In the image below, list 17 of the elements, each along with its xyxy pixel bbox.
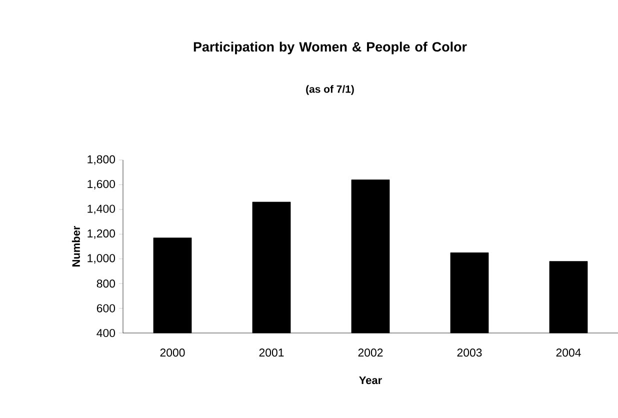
y-tick-label: 800 [96,280,116,288]
x-tick-label: 2003 [457,348,482,357]
y-tick-label: 1,600 [88,180,116,190]
y-tick-label: 400 [96,328,116,338]
y-tick-label: 1,000 [88,254,116,264]
y-tick-label: 600 [96,304,116,312]
x-tick-label: 2001 [259,348,284,357]
x-tick-label: 2002 [358,348,383,357]
x-tick-label: 2004 [556,348,581,357]
y-tick-label: 1,800 [88,155,116,165]
y-axis-title: Number [72,226,80,266]
x-tick-label: 2000 [160,348,185,357]
y-tick-label: 1,200 [88,229,116,239]
x-axis-title: Year [359,376,382,384]
y-tick-label: 1,400 [88,204,116,214]
chart-title: Participation by Women & People of Color [194,42,467,54]
chart-subtitle: (as of 7/1) [306,85,354,95]
